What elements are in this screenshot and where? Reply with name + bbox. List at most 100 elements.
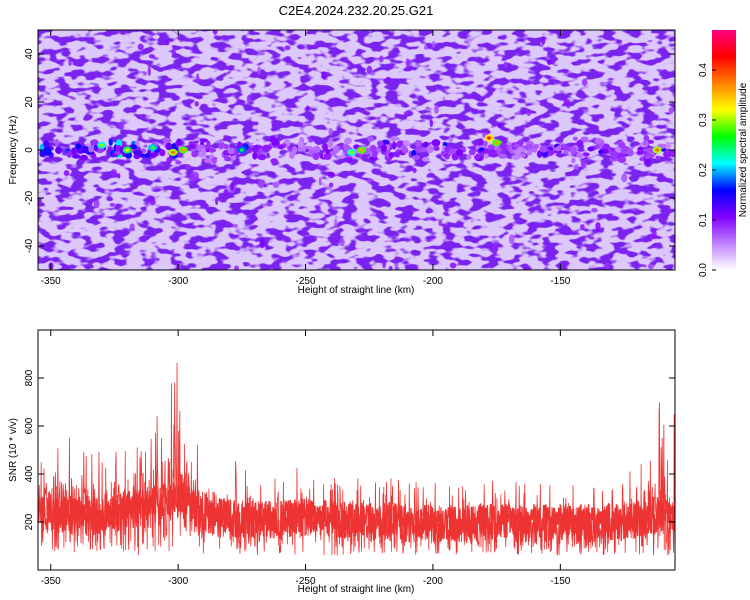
spectrogram-blob	[604, 262, 610, 270]
spectrogram-blob	[591, 207, 598, 213]
spectrogram-band-blob	[401, 147, 409, 154]
spectrogram-feature-core	[359, 148, 364, 152]
spectrogram-blob	[327, 171, 335, 179]
x-tick-label: -300	[168, 276, 188, 287]
spectrogram-blob	[171, 50, 177, 56]
spectrogram-band-blob	[224, 154, 229, 162]
spectrogram-band-blob	[414, 139, 422, 147]
colorbar-ticks: 0.0 0.1 0.2 0.3 0.4	[698, 63, 716, 277]
snr-series	[38, 362, 675, 556]
spectrogram-band-blob	[513, 143, 520, 148]
spectrogram-feature-core	[99, 143, 104, 147]
spectrogram-blob	[339, 238, 345, 247]
spectrogram-band-blob	[54, 138, 60, 146]
spectrogram-band-blob	[159, 149, 166, 157]
spectrogram-blob	[434, 104, 439, 114]
spectrogram-blob	[63, 170, 70, 176]
x-tick-label: -300	[168, 576, 188, 587]
spectrogram-blob	[429, 119, 434, 128]
spectrogram-feature-core	[171, 150, 176, 154]
spectrogram-band-blob	[571, 157, 576, 164]
colorbar-label: Normalized spectral amplitude	[738, 82, 749, 217]
spectrogram-band-blob	[210, 148, 216, 153]
spectrogram-band-blob	[312, 146, 321, 153]
colorbar-tick-label: 0.0	[698, 263, 709, 277]
spectrogram-blob	[526, 109, 532, 117]
spectrogram-band-blob	[496, 147, 501, 155]
y-tick-label: 800	[24, 369, 35, 386]
spectrogram-band-blob	[203, 157, 213, 164]
spectrogram-band-blob	[617, 155, 627, 164]
spectrogram-band-blob	[367, 135, 374, 142]
y-tick-label: -40	[24, 238, 35, 253]
spectrogram-band-blob	[448, 136, 453, 143]
y-tick-label: 0	[24, 147, 35, 153]
spectrogram-blob	[68, 58, 72, 67]
spectrogram-band-blob	[270, 158, 279, 164]
spectrogram-band-blob	[114, 150, 122, 156]
spectrogram-band-blob	[385, 144, 391, 151]
spectrogram-band-blob	[483, 148, 489, 154]
spectrogram-blob	[643, 157, 651, 165]
spectrogram-band-blob	[188, 141, 196, 146]
spectrogram-blob	[259, 239, 265, 249]
spectrogram-band-blob	[191, 150, 199, 158]
spectrogram-band-blob	[580, 160, 586, 168]
y-tick-label: 200	[24, 513, 35, 530]
spectrogram-band-blob	[227, 147, 236, 155]
spectrogram-band-blob	[572, 136, 578, 141]
spectrogram-band-blob	[498, 153, 507, 159]
spectrogram-blob	[117, 173, 121, 179]
spectrogram-band-blob	[444, 154, 450, 160]
spectrogram-band-blob	[307, 145, 313, 150]
spectrogram-band-blob	[412, 154, 421, 160]
spectrogram-blob	[503, 61, 508, 68]
spectrogram-band-blob	[563, 145, 572, 152]
spectrogram-band-blob	[344, 137, 353, 145]
spectrogram-band-blob	[598, 149, 604, 154]
spectrogram-blob	[647, 263, 655, 270]
spectrogram-blob	[129, 223, 135, 231]
spectrogram-band-blob	[533, 143, 540, 149]
spectrogram-band-blob	[93, 144, 98, 152]
y-tick-label: 400	[24, 465, 35, 482]
spectrogram-band-blob	[325, 148, 331, 155]
snr-x-label: Height of straight line (km)	[298, 584, 415, 595]
spectrogram-band-blob	[79, 154, 88, 161]
spectrogram-band-blob	[176, 138, 182, 146]
colorbar-gradient-bar	[712, 30, 736, 270]
spectrogram-band-blob	[569, 146, 577, 155]
x-tick-label: -200	[423, 576, 443, 587]
spectrogram-band-blob	[594, 137, 603, 144]
spectrogram-band-blob	[433, 145, 440, 152]
spectrogram-blob	[166, 156, 173, 164]
spectrogram-band-blob	[642, 140, 649, 146]
spectrogram-band-blob	[88, 146, 94, 153]
y-tick-label: -20	[24, 190, 35, 205]
spectrogram-band-blob	[644, 153, 651, 160]
spectrogram-band-blob	[380, 144, 387, 152]
spectrogram-blob	[212, 30, 218, 35]
spectrogram-band-blob	[322, 143, 329, 151]
spectrogram-band-blob	[526, 149, 533, 156]
spectrogram-blob	[257, 179, 265, 189]
spectrogram-blob	[412, 167, 417, 174]
spectrogram-band-blob	[372, 150, 378, 159]
spectrogram-band-blob	[664, 142, 672, 150]
spectrogram-feature-core	[150, 146, 155, 150]
spectrogram-band-blob	[39, 150, 46, 158]
spectrogram-band-blob	[44, 148, 52, 156]
spectrogram-band-blob	[645, 147, 654, 154]
x-tick-label: -250	[296, 576, 316, 587]
spectrogram-band-blob	[587, 146, 595, 152]
spectrogram-band-blob	[201, 148, 207, 157]
spectrogram-band-blob	[312, 152, 320, 161]
y-tick-label: 20	[24, 96, 35, 108]
spectrogram-band-blob	[455, 148, 464, 157]
spectrogram-band-blob	[231, 154, 237, 161]
spectrogram-blob	[581, 78, 588, 87]
spectrogram-blob	[668, 107, 674, 115]
spectrogram-band-blob	[343, 144, 351, 152]
spectrogram-band-blob	[130, 144, 137, 150]
